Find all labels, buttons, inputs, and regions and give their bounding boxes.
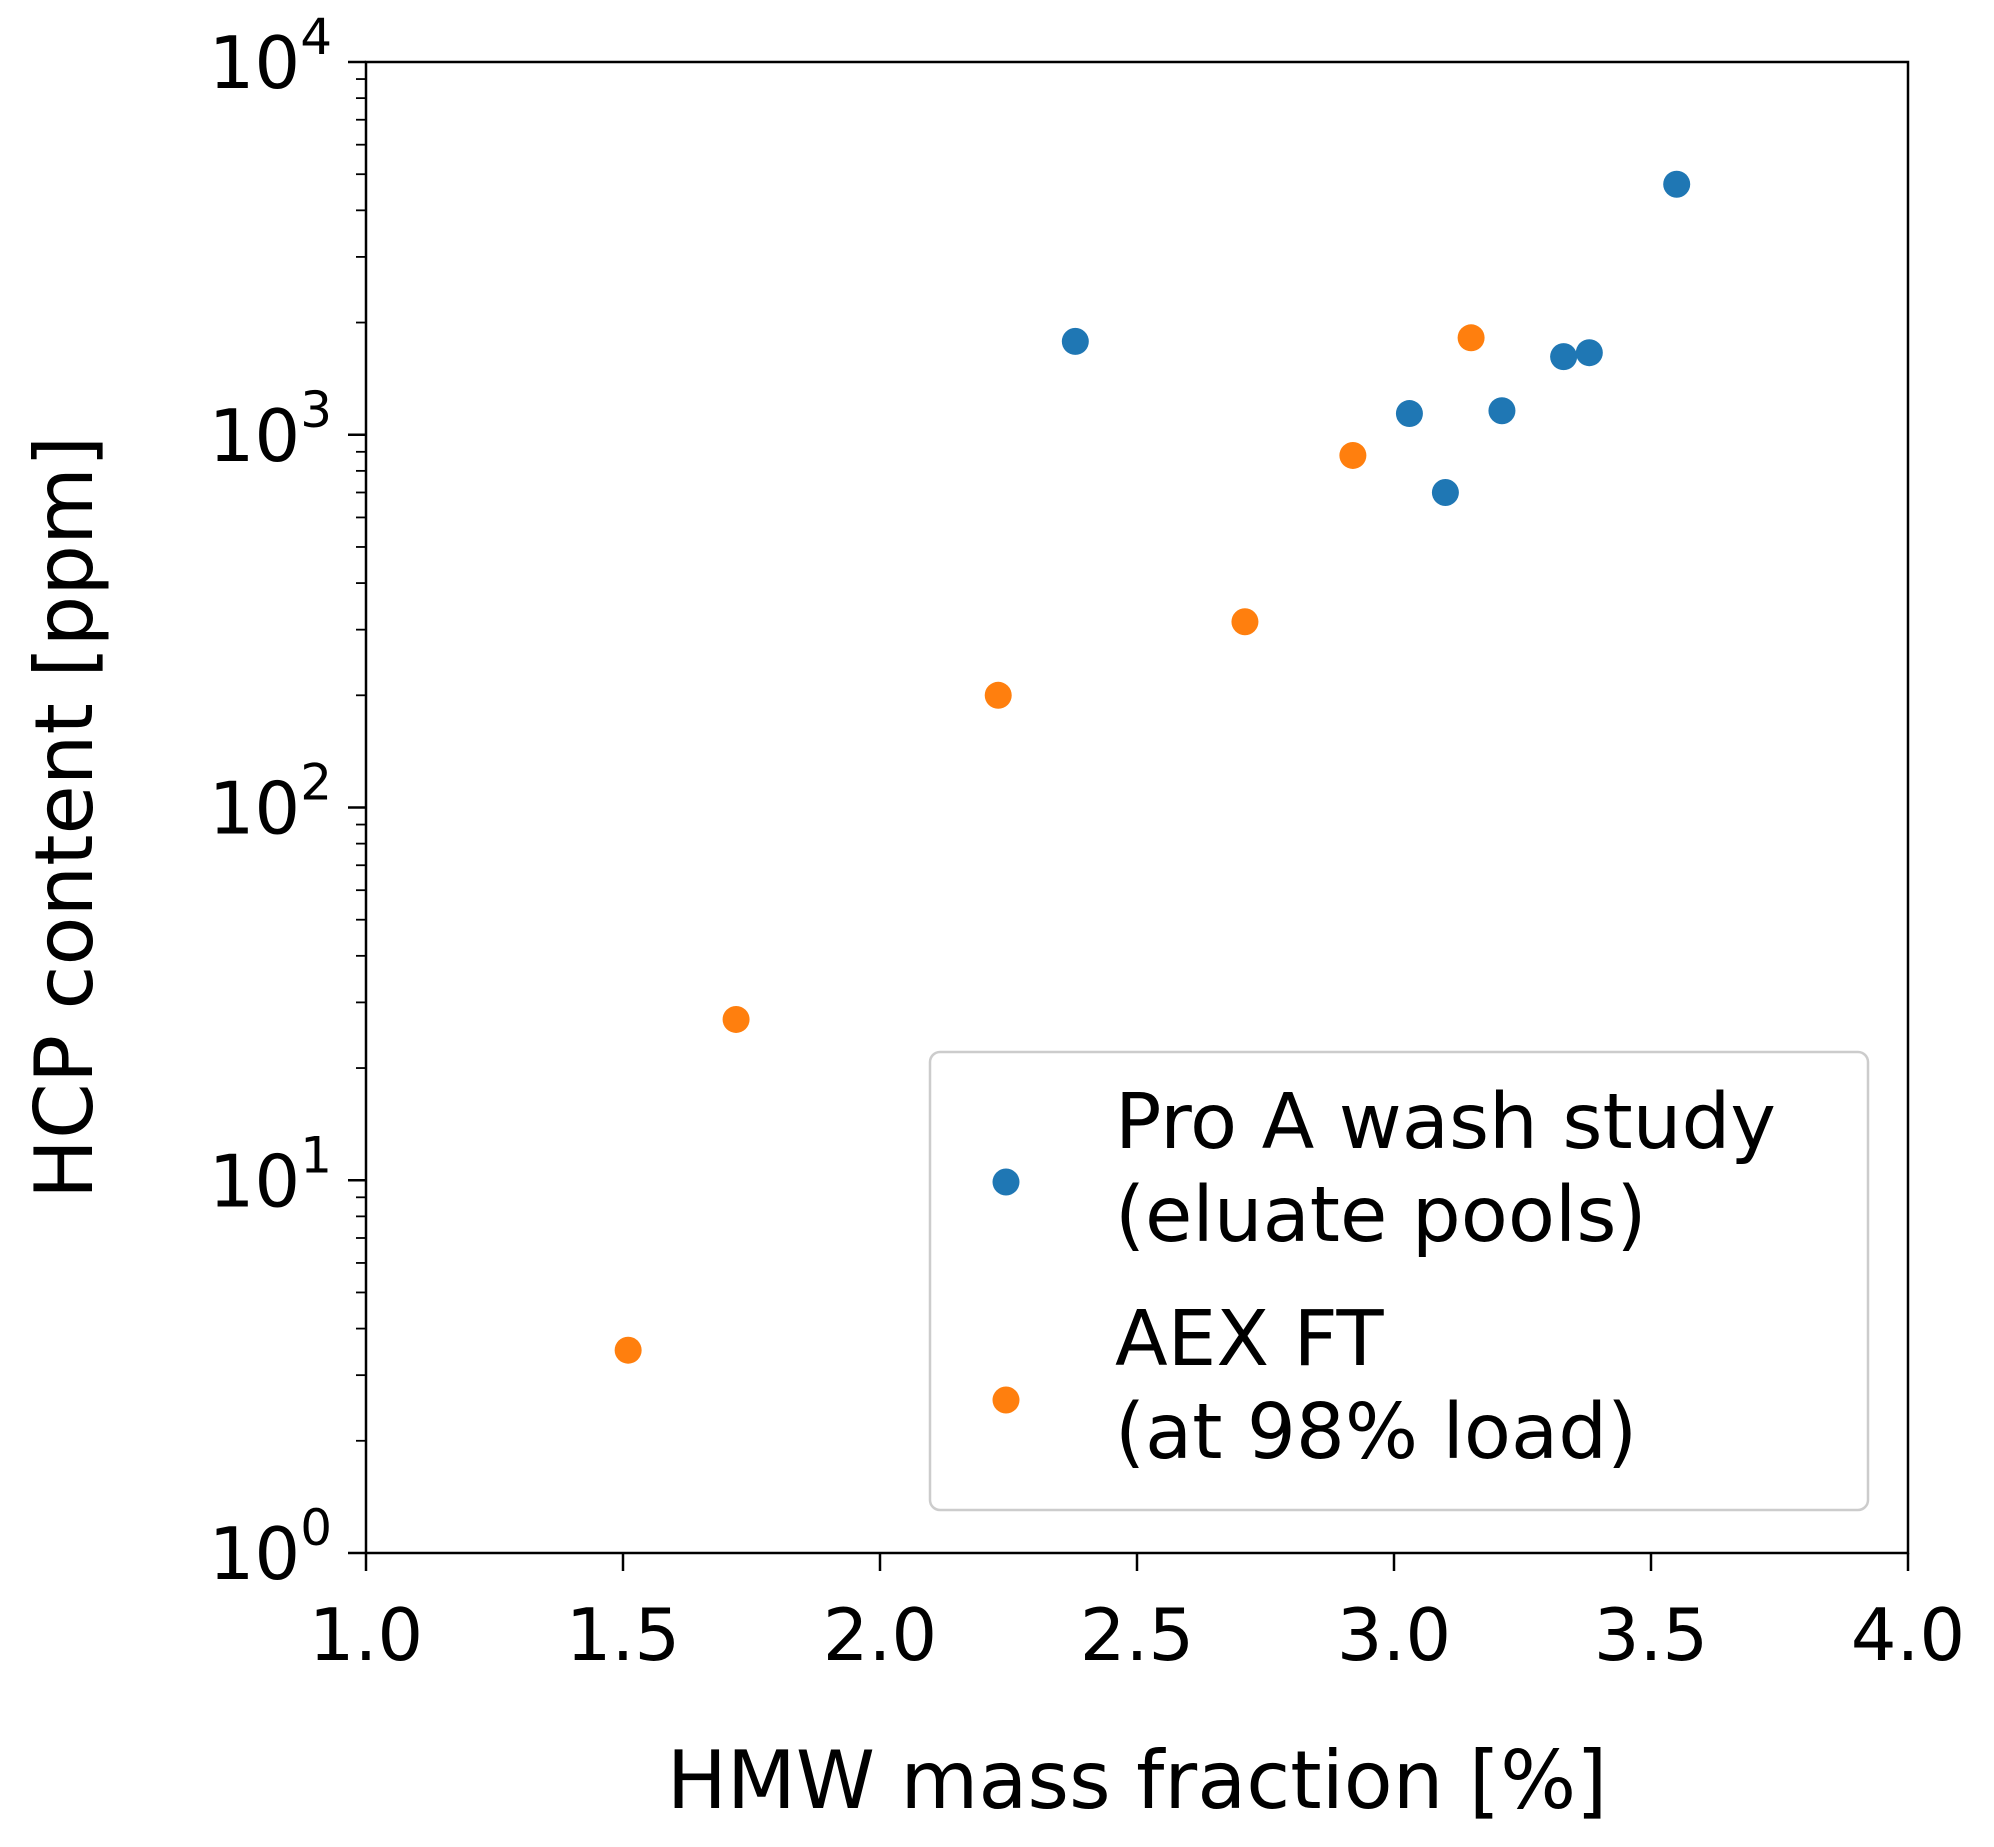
legend-marker [992,1168,1020,1196]
data-point [1061,327,1089,355]
y-minor-ticks [356,78,366,1442]
data-point [1663,170,1691,198]
plot-frame [364,60,1910,1555]
tick-labels: 1.0 1.5 2.0 2.5 3.0 3.5 4.0 100 101 102 103 104 [209,8,1966,1677]
legend-label: (eluate pools) [1115,1171,1646,1260]
data-point [1395,400,1423,428]
data-point [1339,441,1367,469]
legend-box [928,1050,1870,1512]
y-tick-label: 101 [209,1126,332,1223]
legend-label: AEX FT [1115,1295,1384,1384]
data-point [1488,397,1516,425]
x-tick-label: 1.0 [309,1593,424,1677]
x-tick-label: 3.0 [1337,1593,1452,1677]
x-tick-label: 4.0 [1851,1593,1966,1677]
data-point [1550,343,1578,371]
y-tick-label: 104 [209,8,332,105]
data-point [1575,339,1603,367]
x-tick-label: 3.5 [1594,1593,1709,1677]
x-tick-label: 2.5 [1080,1593,1195,1677]
legend-label: (at 98% load) [1115,1388,1637,1477]
x-axis-label: HMW mass fraction [%] [667,1734,1608,1827]
legend-marker [992,1386,1020,1414]
y-axis-label: HCP content [ppm] [18,436,111,1199]
data-point [722,1005,750,1033]
data-point [984,681,1012,709]
data-points [614,170,1691,1364]
data-point [614,1336,642,1364]
legend-label: Pro A wash study [1115,1078,1776,1167]
data-point [1457,324,1485,352]
y-tick-label: 100 [209,1499,332,1596]
legend: Pro A wash study(eluate pools) AEX FT(at … [928,1050,1870,1512]
y-tick-label: 102 [209,754,332,851]
axis-ticks [348,60,1910,1571]
data-point [1431,478,1459,506]
x-tick-label: 2.0 [823,1593,938,1677]
y-tick-label: 103 [209,381,332,478]
data-point [1231,608,1259,636]
x-tick-label: 1.5 [566,1593,681,1677]
